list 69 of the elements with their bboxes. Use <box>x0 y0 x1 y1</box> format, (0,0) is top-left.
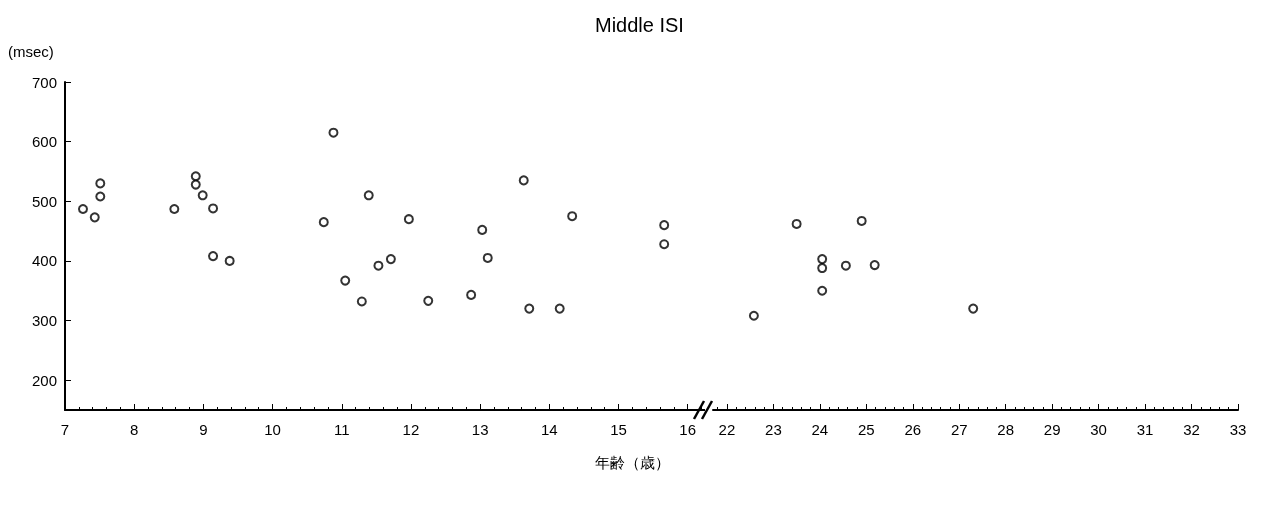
point <box>95 191 106 202</box>
x-tick-label: 14 <box>540 421 558 438</box>
x-tick-label: 32 <box>1183 421 1200 438</box>
point <box>89 212 100 223</box>
x-tick-label: 24 <box>811 421 829 438</box>
point <box>363 190 374 201</box>
y-tick-label: 300 <box>31 312 57 330</box>
x-tick-label: 8 <box>130 421 139 438</box>
x-tick-label: 10 <box>264 421 281 438</box>
point <box>197 190 208 201</box>
point <box>224 255 235 266</box>
y-tick-label: 400 <box>31 252 57 270</box>
point <box>466 289 477 300</box>
x-tick-label: 29 <box>1043 421 1061 438</box>
point <box>817 263 828 274</box>
x-tick-label: 13 <box>471 421 489 438</box>
point <box>78 204 88 215</box>
x-tick-label: 11 <box>333 421 350 438</box>
point <box>567 211 578 222</box>
x-tick-label: 16 <box>679 421 697 438</box>
point <box>659 239 670 250</box>
point <box>328 127 339 138</box>
x-tick-label: 31 <box>1136 421 1154 438</box>
point <box>190 171 201 182</box>
y-tick-label: 700 <box>31 73 57 91</box>
point <box>817 254 828 265</box>
point <box>169 204 180 215</box>
x-tick-label: 28 <box>997 421 1015 438</box>
x-tick-label: 27 <box>950 421 968 438</box>
point <box>373 260 384 271</box>
point <box>659 220 670 231</box>
x-tick-label: 26 <box>904 421 922 438</box>
x-tick-label: 22 <box>718 421 736 438</box>
point <box>968 303 979 314</box>
point <box>208 203 219 214</box>
y-tick-label: 200 <box>31 371 57 389</box>
point <box>748 310 759 321</box>
point <box>356 296 367 307</box>
x-tick-label: 7 <box>60 421 70 438</box>
x-tick-label: 15 <box>610 421 627 438</box>
point <box>318 217 329 228</box>
y-axis-title: (msec) <box>8 43 54 60</box>
point <box>477 224 488 235</box>
x-tick-label: 30 <box>1090 421 1107 438</box>
x-tick-label: 23 <box>765 421 782 438</box>
y-tick-label: 500 <box>31 192 57 210</box>
point <box>190 179 201 190</box>
chart-title: Middle ISI <box>595 14 684 36</box>
point <box>518 175 529 186</box>
point <box>340 275 351 286</box>
point <box>869 260 880 271</box>
x-tick-label: 33 <box>1229 421 1247 438</box>
point <box>385 254 396 265</box>
point <box>482 252 493 263</box>
point <box>554 303 565 314</box>
point <box>840 260 851 271</box>
point <box>791 218 802 229</box>
x-axis-title: 年齢（歳） <box>595 454 670 471</box>
point <box>95 178 106 189</box>
x-tick-label: 25 <box>857 421 875 438</box>
x-tick-label: 12 <box>402 421 420 438</box>
point <box>817 285 828 296</box>
point <box>856 215 867 226</box>
point <box>403 214 414 225</box>
point <box>524 303 535 314</box>
y-tick-label: 600 <box>31 133 57 151</box>
point <box>423 295 434 306</box>
point <box>208 251 219 262</box>
x-tick-label: 9 <box>199 421 208 438</box>
